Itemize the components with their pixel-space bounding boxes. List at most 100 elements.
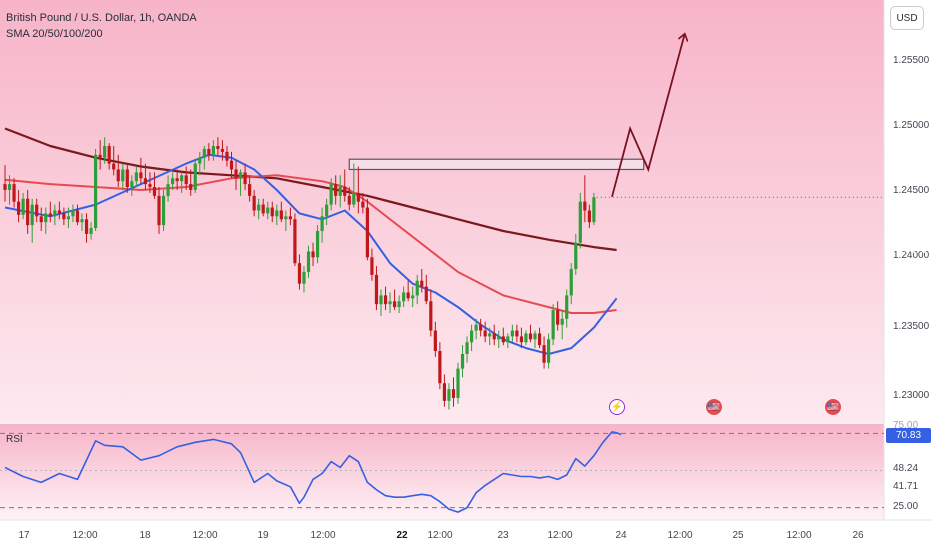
candle-body xyxy=(329,184,333,205)
candle-body xyxy=(519,336,524,343)
candle xyxy=(497,330,501,349)
candle xyxy=(279,201,283,223)
candle xyxy=(71,204,75,223)
candle-body xyxy=(542,345,546,363)
candle xyxy=(16,189,21,223)
candle-body xyxy=(16,201,21,215)
candle-body xyxy=(270,207,274,217)
candle-body xyxy=(560,318,564,325)
candle xyxy=(207,143,211,161)
candle xyxy=(3,165,7,202)
rsi-label[interactable]: RSI xyxy=(6,434,23,445)
candle-body xyxy=(406,292,410,299)
candle-body xyxy=(537,333,542,346)
candle xyxy=(275,204,279,226)
candle xyxy=(35,198,39,223)
candle xyxy=(415,274,419,305)
currency-button[interactable]: USD xyxy=(890,6,924,30)
candle-body xyxy=(35,204,39,217)
time-tick: 26 xyxy=(852,530,864,541)
main-pane-background xyxy=(0,0,884,422)
candle-body xyxy=(7,184,12,190)
candle-body xyxy=(152,187,157,196)
candle xyxy=(329,178,333,211)
candle xyxy=(220,140,225,161)
chart-legend: British Pound / U.S. Dollar, 1h, OANDA S… xyxy=(6,10,197,42)
candle xyxy=(189,169,193,196)
candle-body xyxy=(94,154,98,229)
candle xyxy=(297,254,302,290)
candle xyxy=(456,362,460,404)
candle xyxy=(402,286,406,308)
candle xyxy=(383,286,388,311)
candle-body xyxy=(451,389,456,398)
candle xyxy=(479,318,483,337)
candle-body xyxy=(306,251,311,272)
candle-body xyxy=(338,187,342,196)
candle-body xyxy=(592,197,596,223)
candle xyxy=(270,201,274,223)
candle-body xyxy=(261,204,265,214)
event-lightning-icon[interactable]: ⚡ xyxy=(609,399,625,415)
time-tick: 25 xyxy=(732,530,744,541)
candle xyxy=(542,336,546,369)
resistance-zone xyxy=(348,158,645,171)
candle xyxy=(379,289,383,316)
candle xyxy=(338,175,342,208)
candle xyxy=(592,192,596,226)
rsi-line xyxy=(4,431,622,513)
candle-body xyxy=(392,301,397,308)
candle xyxy=(112,146,116,176)
candle-body xyxy=(103,146,107,158)
candle xyxy=(143,163,148,190)
candle-body xyxy=(442,383,447,401)
candle xyxy=(66,207,71,229)
candle xyxy=(343,169,347,202)
indicator-label[interactable]: SMA 20/50/100/200 xyxy=(6,28,103,40)
time-tick: 23 xyxy=(497,530,509,541)
event-us-flag-icon[interactable]: 🇺🇸 xyxy=(706,399,722,415)
time-tick: 17 xyxy=(18,530,30,541)
candle-body xyxy=(497,336,501,340)
candle xyxy=(89,222,93,240)
candle-body xyxy=(574,242,578,270)
candle-body xyxy=(39,216,43,223)
candle xyxy=(515,324,519,343)
candle-body xyxy=(356,192,360,202)
candle xyxy=(302,266,306,293)
candle xyxy=(501,327,505,346)
candle-body xyxy=(569,269,573,296)
candle-body xyxy=(130,181,134,188)
candle xyxy=(130,175,134,196)
candle-body xyxy=(447,389,451,401)
price-tick: 1.23000 xyxy=(893,390,930,401)
candle xyxy=(229,151,234,179)
candle xyxy=(569,263,573,305)
candle-body xyxy=(216,146,220,149)
candle-body xyxy=(524,333,528,343)
candle xyxy=(583,175,587,223)
candle xyxy=(198,151,202,176)
candle-body xyxy=(365,207,369,258)
candle-body xyxy=(84,219,89,234)
candle xyxy=(288,207,292,226)
candle-body xyxy=(12,184,16,202)
candle xyxy=(248,175,252,202)
candle-body xyxy=(166,184,170,196)
candle-body xyxy=(297,263,302,284)
candle xyxy=(107,143,111,170)
candle xyxy=(238,169,243,196)
candle xyxy=(121,163,125,190)
candle-body xyxy=(248,184,252,196)
candle xyxy=(506,333,510,349)
candle-body xyxy=(361,201,365,208)
candle-body xyxy=(112,163,116,170)
symbol-title[interactable]: British Pound / U.S. Dollar, 1h, OANDA xyxy=(6,12,197,24)
candle-body xyxy=(343,187,347,196)
candle-body xyxy=(53,210,57,217)
price-tick: 1.23500 xyxy=(893,321,930,332)
event-us-flag-icon[interactable]: 🇺🇸 xyxy=(825,399,841,415)
candle xyxy=(510,324,514,343)
